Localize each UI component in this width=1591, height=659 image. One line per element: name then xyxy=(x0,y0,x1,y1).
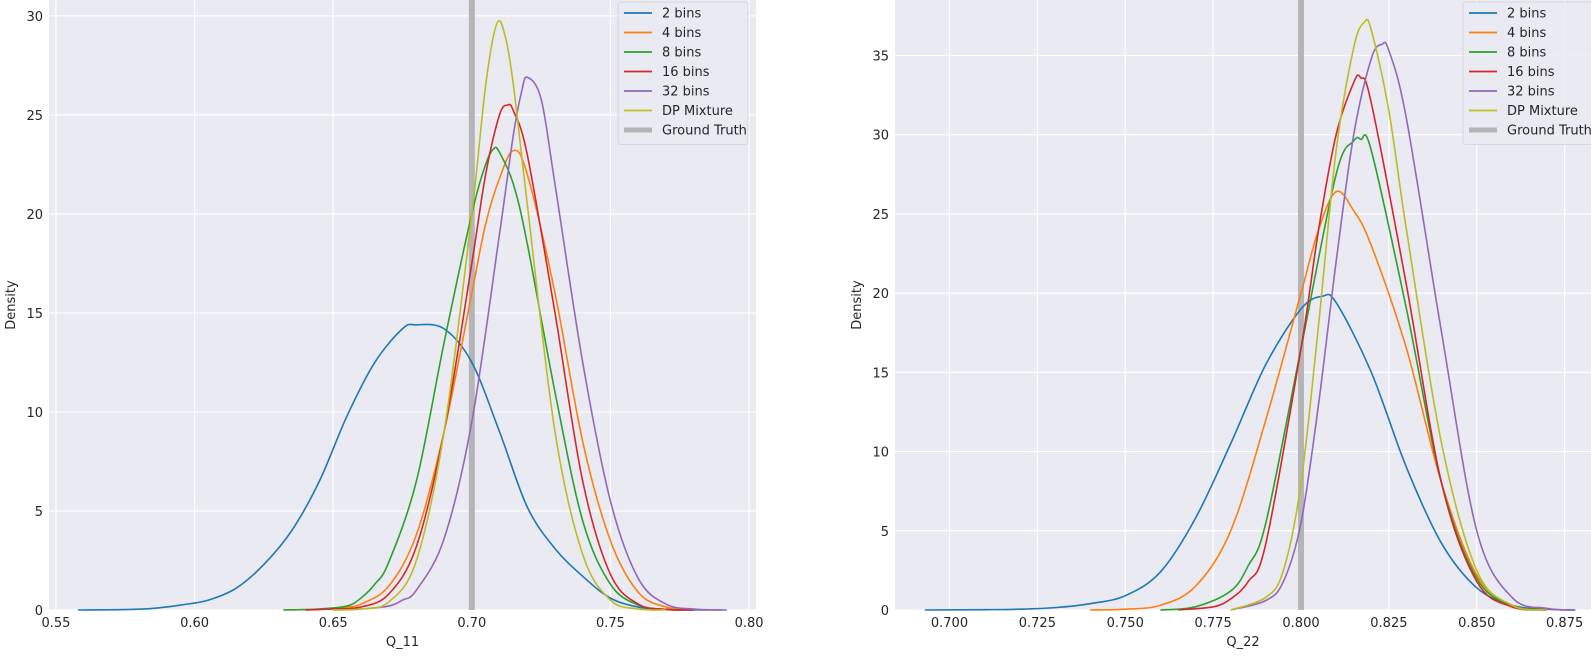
x-tick-label: 0.75 xyxy=(596,616,625,631)
y-tick-label: 0 xyxy=(881,604,889,619)
legend-label: 32 bins xyxy=(1507,85,1555,100)
legend: 2 bins 4 bins 8 bins 16 bins 32 bins DP Mixtu… xyxy=(1462,1,1591,145)
density-chart-q22: 0.700 0.725 0.750 0.775 0.800 0.825 0.850 0.875… xyxy=(850,0,1591,650)
series-line-32-bins xyxy=(333,76,727,611)
y-tick-label: 5 xyxy=(881,525,889,540)
y-tick-label: 20 xyxy=(872,287,889,302)
series-line-32-bins xyxy=(1230,41,1576,611)
legend: 2 bins 4 bins 8 bins 16 bins 32 bins DP Mixtu… xyxy=(617,1,749,145)
x-tick-label: 0.875 xyxy=(1546,616,1583,631)
legend-label: 16 bins xyxy=(662,65,710,80)
y-tick-label: 35 xyxy=(872,49,889,64)
y-tick-label: 0 xyxy=(35,604,43,619)
legend-label: DP Mixture xyxy=(1507,104,1578,119)
series-line-2-bins xyxy=(924,293,1576,611)
x-tick-label: 0.725 xyxy=(1019,616,1056,631)
series-line-2-bins xyxy=(78,323,722,611)
x-tick-label: 0.775 xyxy=(1195,616,1232,631)
series-line-8-bins xyxy=(1160,134,1548,611)
legend-label: 8 bins xyxy=(1507,46,1547,61)
y-tick-label: 10 xyxy=(26,406,43,421)
x-tick-label: 0.750 xyxy=(1107,616,1144,631)
y-tick-label: 10 xyxy=(872,446,889,461)
x-tick-label: 0.80 xyxy=(735,616,764,631)
legend-label: Ground Truth xyxy=(662,124,747,139)
density-chart-q11: 0.55 0.60 0.65 0.70 0.75 0.80 0 5 10 15 20 25 30 Q_11… xyxy=(4,0,764,650)
x-axis-label: Q_11 xyxy=(386,635,419,650)
legend-label: 4 bins xyxy=(662,26,702,41)
x-tick-label: 0.70 xyxy=(457,616,486,631)
y-tick-label: 25 xyxy=(872,208,889,223)
legend-label: 4 bins xyxy=(1507,26,1547,41)
x-tick-label: 0.55 xyxy=(41,616,70,631)
legend-label: 2 bins xyxy=(1507,7,1547,22)
y-tick-label: 15 xyxy=(872,366,889,381)
series-line-4-bins xyxy=(1090,190,1548,611)
x-tick-label: 0.800 xyxy=(1282,616,1319,631)
x-tick-label: 0.700 xyxy=(931,616,968,631)
legend-label: 2 bins xyxy=(662,7,702,22)
series-line-dp-mixture xyxy=(1230,18,1548,611)
x-tick-label: 0.65 xyxy=(319,616,348,631)
legend-box xyxy=(1462,1,1591,145)
y-axis-label: Density xyxy=(4,280,19,330)
x-tick-label: 0.60 xyxy=(180,616,209,631)
y-tick-label: 20 xyxy=(26,208,43,223)
x-tick-label: 0.825 xyxy=(1370,616,1407,631)
legend-label: 16 bins xyxy=(1507,65,1555,80)
x-tick-label: 0.850 xyxy=(1458,616,1495,631)
legend-box xyxy=(617,1,749,145)
y-tick-label: 30 xyxy=(872,129,889,144)
legend-label: DP Mixture xyxy=(662,104,733,119)
legend-label: Ground Truth xyxy=(1507,124,1591,139)
y-tick-label: 30 xyxy=(26,10,43,25)
y-axis-label: Density xyxy=(850,280,865,330)
series-line-16-bins xyxy=(1177,74,1548,611)
y-tick-label: 5 xyxy=(35,505,43,520)
legend-label: 32 bins xyxy=(662,85,710,100)
legend-label: 8 bins xyxy=(662,46,702,61)
series-line-4-bins xyxy=(291,149,694,611)
series-line-16-bins xyxy=(305,103,694,611)
y-tick-label: 15 xyxy=(26,307,43,322)
x-axis-label: Q_22 xyxy=(1226,635,1259,650)
series-line-dp-mixture xyxy=(333,19,666,611)
y-tick-label: 25 xyxy=(26,109,43,124)
